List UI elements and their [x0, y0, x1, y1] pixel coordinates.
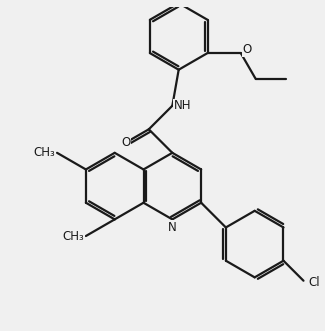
Text: CH₃: CH₃	[34, 146, 56, 159]
Text: Cl: Cl	[308, 276, 320, 289]
Text: N: N	[168, 221, 177, 234]
Text: O: O	[242, 43, 252, 56]
Text: CH₃: CH₃	[62, 229, 84, 243]
Text: NH: NH	[174, 99, 191, 112]
Text: O: O	[121, 136, 130, 149]
